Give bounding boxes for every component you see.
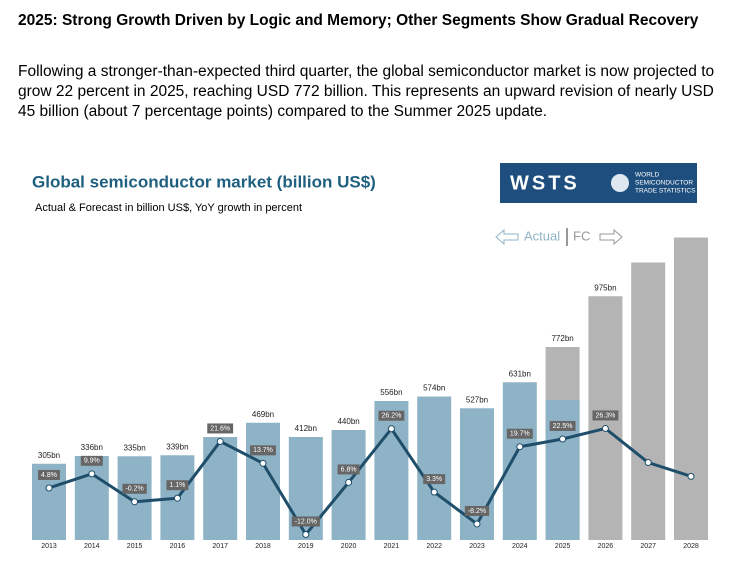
growth-label: -12.0% (295, 518, 317, 525)
growth-label-box (423, 474, 446, 485)
growth-label-box (291, 516, 320, 527)
bar (374, 401, 409, 540)
growth-point (430, 488, 438, 496)
bar-label: 631bn (509, 369, 531, 378)
x-tick-label: 2020 (341, 543, 357, 550)
growth-label-box (80, 455, 103, 466)
bar-label: 469bn (252, 410, 274, 419)
growth-label: 22.5% (553, 423, 573, 430)
x-tick-label: 2017 (212, 543, 228, 550)
bar-label: 772bn (551, 334, 573, 343)
arrow-left (495, 228, 519, 246)
legend-fc: FC (573, 228, 590, 243)
bar (417, 396, 452, 540)
growth-label-box (166, 480, 189, 491)
growth-point (259, 459, 267, 467)
logo-text: SEMICONDUCTOR (635, 180, 693, 187)
growth-label: -8.2% (468, 508, 486, 515)
x-tick-label: 2015 (127, 543, 143, 550)
growth-point (302, 530, 310, 538)
x-tick-label: 2023 (469, 543, 485, 550)
heading: 2025: Strong Growth Driven by Logic and … (18, 12, 699, 29)
bar-label: 975bn (594, 283, 616, 292)
logo-box (500, 163, 697, 203)
growth-point (559, 435, 567, 443)
logo-text: WORLD (635, 172, 660, 179)
growth-label-box (207, 423, 234, 434)
bar-label: 527bn (466, 395, 488, 404)
growth-label: 4.8% (41, 472, 57, 479)
x-tick-label: 2014 (84, 543, 100, 550)
growth-label-box (378, 410, 405, 421)
bar (674, 237, 708, 540)
bar (203, 437, 238, 540)
growth-point (387, 425, 395, 433)
growth-point (173, 494, 181, 502)
chart-subtitle: Actual & Forecast in billion US$, YoY gr… (35, 202, 302, 214)
x-tick-label: 2013 (41, 543, 57, 550)
bar-label: 556bn (380, 388, 402, 397)
growth-label: 6.8% (341, 466, 357, 473)
growth-label-box (38, 469, 60, 480)
growth-point (473, 520, 481, 528)
bar-label: 412bn (295, 424, 317, 433)
growth-point (644, 459, 652, 466)
growth-point (216, 437, 224, 445)
growth-label: -0.2% (125, 486, 143, 493)
growth-label: 26.3% (595, 412, 615, 419)
x-tick-label: 2028 (683, 543, 699, 550)
x-tick-label: 2024 (512, 543, 528, 550)
growth-label-box (337, 464, 360, 475)
growth-point (88, 470, 96, 478)
bar (631, 262, 666, 540)
bar (117, 456, 152, 540)
x-tick-label: 2025 (555, 543, 571, 550)
growth-label: 13.7% (253, 447, 273, 454)
bar-label: 440bn (337, 417, 359, 426)
x-tick-label: 2021 (384, 543, 400, 550)
logo-mark: WSTS (510, 172, 580, 194)
bar-label: 339bn (166, 442, 188, 451)
growth-point (345, 478, 353, 486)
growth-label: 9.9% (84, 458, 100, 465)
growth-label: 21.6% (210, 425, 230, 432)
x-tick-label: 2016 (170, 543, 186, 550)
bar (502, 382, 537, 540)
x-tick-label: 2026 (598, 543, 614, 550)
logo-globe (611, 174, 629, 192)
bar-label: 336bn (81, 443, 103, 452)
growth-label-box (592, 410, 619, 421)
paragraph: Following a stronger-than-expected third… (18, 63, 715, 120)
bar-label: 305bn (38, 451, 60, 460)
bar-label: 335bn (123, 443, 145, 452)
growth-label-box (250, 445, 276, 456)
growth-line (48, 426, 692, 538)
legend-actual: Actual (524, 228, 560, 243)
growth-label: 1.1% (169, 482, 185, 489)
x-tick-label: 2027 (640, 543, 656, 550)
growth-point (516, 443, 524, 451)
growth-label-box (464, 505, 490, 516)
growth-label: 26.2% (381, 413, 401, 420)
bar (74, 456, 109, 540)
growth-label: 3.3% (426, 476, 442, 483)
x-tick-label: 2018 (255, 543, 271, 550)
growth-point (687, 472, 695, 480)
growth-label-box (506, 428, 533, 439)
arrow-right (599, 228, 623, 246)
growth-point (45, 484, 53, 492)
bar-label: 574bn (423, 384, 445, 393)
bar (460, 408, 494, 540)
growth-point (601, 424, 609, 432)
chart-title: Global semiconductor market (billion US$… (32, 172, 376, 191)
x-tick-label: 2022 (426, 543, 442, 550)
x-tick-label: 2019 (298, 543, 314, 550)
growth-point (131, 498, 139, 506)
growth-label-box (122, 483, 147, 494)
logo-text: TRADE STATISTICS (635, 188, 696, 195)
growth-label: 19.7% (510, 431, 530, 438)
growth-label-box (549, 420, 576, 431)
